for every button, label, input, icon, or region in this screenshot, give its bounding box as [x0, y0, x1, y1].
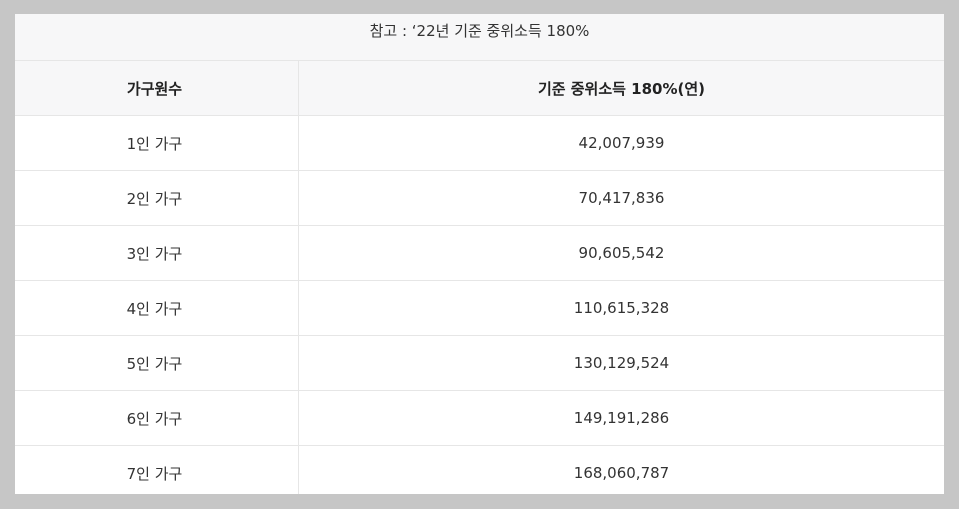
income-value-cell: 90,605,542: [578, 244, 665, 262]
income-value-cell: 130,129,524: [573, 354, 670, 372]
table-row: 6인 가구 149,191,286: [15, 391, 944, 446]
table-header-row: 가구원수 기준 중위소득 180%(연): [15, 61, 944, 116]
income-value-cell: 149,191,286: [573, 409, 670, 427]
income-value-cell: 110,615,328: [573, 299, 670, 317]
household-size-cell: 1인 가구: [15, 116, 299, 170]
table-caption: 참고 : ‘22년 기준 중위소득 180%: [15, 14, 944, 60]
table-row: 4인 가구 110,615,328: [15, 281, 944, 336]
header-median-income: 기준 중위소득 180%(연): [537, 79, 706, 98]
table-row: 5인 가구 130,129,524: [15, 336, 944, 391]
header-household-size: 가구원수: [15, 61, 299, 115]
table-row: 1인 가구 42,007,939: [15, 116, 944, 171]
income-table: 가구원수 기준 중위소득 180%(연) 1인 가구 42,007,939 2인…: [15, 60, 944, 494]
table-row: 3인 가구 90,605,542: [15, 226, 944, 281]
household-size-cell: 5인 가구: [15, 336, 299, 390]
income-value-cell: 168,060,787: [573, 464, 670, 482]
household-size-cell: 4인 가구: [15, 281, 299, 335]
table-row: 7인 가구 168,060,787: [15, 446, 944, 494]
table-row: 2인 가구 70,417,836: [15, 171, 944, 226]
income-value-cell: 70,417,836: [578, 189, 665, 207]
household-size-cell: 7인 가구: [15, 446, 299, 494]
household-size-cell: 3인 가구: [15, 226, 299, 280]
income-value-cell: 42,007,939: [578, 134, 665, 152]
table-panel: 참고 : ‘22년 기준 중위소득 180% 가구원수 기준 중위소득 180%…: [15, 14, 944, 494]
household-size-cell: 6인 가구: [15, 391, 299, 445]
household-size-cell: 2인 가구: [15, 171, 299, 225]
